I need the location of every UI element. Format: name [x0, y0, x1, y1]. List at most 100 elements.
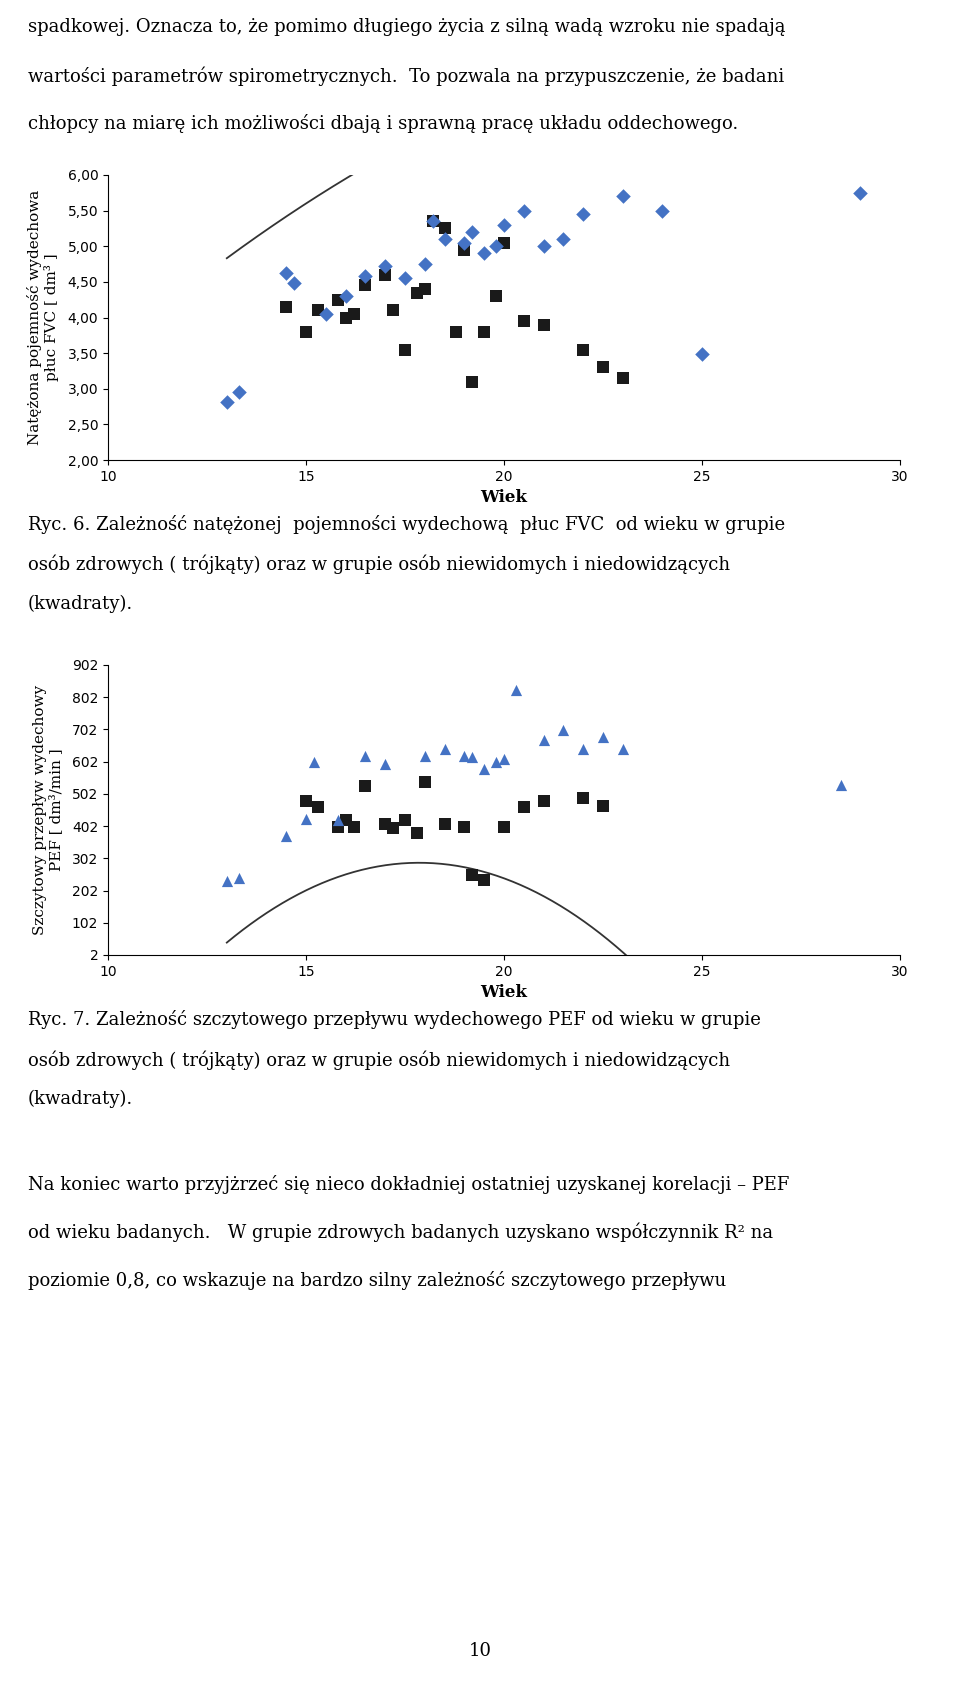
- Point: [449, 318, 465, 345]
- Point: [496, 814, 512, 841]
- Point: [358, 272, 373, 299]
- Point: [576, 784, 591, 811]
- Point: [278, 822, 294, 849]
- Point: [465, 219, 480, 246]
- Point: [409, 279, 424, 306]
- Text: od wieku badanych.   W grupie zdrowych badanych uzyskano współczynnik R² na: od wieku badanych. W grupie zdrowych bad…: [28, 1223, 773, 1243]
- Point: [496, 229, 512, 256]
- Text: (kwadraty).: (kwadraty).: [28, 1090, 133, 1108]
- Point: [457, 237, 472, 264]
- Point: [338, 283, 353, 309]
- Point: [595, 353, 611, 380]
- Point: [556, 225, 571, 252]
- Point: [377, 252, 393, 279]
- Point: [489, 283, 504, 309]
- Point: [310, 298, 325, 325]
- Text: wartości parametrów spirometrycznych.  To pozwala na przypuszczenie, że badani: wartości parametrów spirometrycznych. To…: [28, 66, 784, 86]
- Point: [516, 794, 532, 821]
- Point: [397, 336, 413, 363]
- Point: [418, 276, 433, 303]
- Point: [231, 378, 247, 405]
- Point: [425, 209, 441, 235]
- Text: poziomie 0,8, co wskazuje na bardzo silny zależność szczytowego przepływu: poziomie 0,8, co wskazuje na bardzo siln…: [28, 1272, 727, 1290]
- Point: [299, 787, 314, 814]
- Text: osób zdrowych ( trójkąty) oraz w grupie osób niewidomych i niedowidzących: osób zdrowych ( trójkąty) oraz w grupie …: [28, 555, 731, 575]
- Point: [330, 807, 346, 834]
- Point: [852, 180, 868, 207]
- Point: [457, 742, 472, 769]
- Point: [576, 336, 591, 363]
- Point: [358, 774, 373, 801]
- Point: [231, 865, 247, 891]
- Point: [833, 772, 849, 799]
- Point: [489, 748, 504, 775]
- Point: [397, 807, 413, 834]
- Point: [397, 264, 413, 291]
- Point: [437, 811, 452, 838]
- Text: spadkowej. Oznacza to, że pomimo długiego życia z silną wadą wzroku nie spadają: spadkowej. Oznacza to, że pomimo długieg…: [28, 19, 785, 35]
- Point: [358, 742, 373, 769]
- Point: [219, 389, 234, 415]
- Point: [437, 215, 452, 242]
- Point: [310, 794, 325, 821]
- Text: (kwadraty).: (kwadraty).: [28, 595, 133, 614]
- Point: [346, 301, 361, 328]
- Point: [536, 311, 551, 338]
- Point: [418, 742, 433, 769]
- Point: [556, 717, 571, 743]
- Point: [409, 819, 424, 846]
- Text: osób zdrowych ( trójkąty) oraz w grupie osób niewidomych i niedowidzących: osób zdrowych ( trójkąty) oraz w grupie …: [28, 1050, 731, 1070]
- Point: [338, 807, 353, 834]
- Point: [694, 340, 709, 367]
- Point: [385, 298, 401, 325]
- Point: [457, 229, 472, 256]
- Point: [508, 676, 523, 703]
- Point: [346, 814, 361, 841]
- Point: [299, 806, 314, 833]
- Y-axis label: Natężona pojemność wydechowa
płuc FVC [ dm³ ]: Natężona pojemność wydechowa płuc FVC [ …: [27, 190, 60, 446]
- Point: [476, 318, 492, 345]
- Point: [516, 197, 532, 224]
- Point: [536, 232, 551, 259]
- Point: [457, 814, 472, 841]
- Point: [330, 286, 346, 313]
- Point: [385, 814, 401, 841]
- Text: Na koniec warto przyjżrzeć się nieco dokładniej ostatniej uzyskanej korelacji – : Na koniec warto przyjżrzeć się nieco dok…: [28, 1176, 789, 1194]
- Point: [655, 197, 670, 224]
- Text: 10: 10: [468, 1642, 492, 1660]
- Point: [536, 727, 551, 754]
- Point: [425, 209, 441, 235]
- Point: [358, 262, 373, 289]
- Point: [465, 861, 480, 888]
- Point: [496, 745, 512, 772]
- Point: [278, 293, 294, 320]
- Point: [496, 212, 512, 239]
- Point: [306, 748, 322, 775]
- Point: [437, 225, 452, 252]
- Point: [318, 301, 333, 328]
- Point: [418, 769, 433, 796]
- Point: [489, 232, 504, 259]
- Text: Ryc. 7. Zależność szczytowego przepływu wydechowego PEF od wieku w grupie: Ryc. 7. Zależność szczytowego przepływu …: [28, 1009, 761, 1029]
- Point: [465, 743, 480, 770]
- X-axis label: Wiek: Wiek: [481, 984, 527, 1001]
- Point: [476, 755, 492, 782]
- Point: [377, 750, 393, 777]
- Point: [536, 787, 551, 814]
- Text: Ryc. 6. Zależność natężonej  pojemności wydechową  płuc FVC  od wieku w grupie: Ryc. 6. Zależność natężonej pojemności w…: [28, 515, 785, 533]
- Point: [299, 318, 314, 345]
- X-axis label: Wiek: Wiek: [481, 489, 527, 506]
- Point: [595, 723, 611, 750]
- Point: [338, 304, 353, 331]
- Point: [576, 737, 591, 764]
- Point: [377, 261, 393, 288]
- Point: [576, 200, 591, 227]
- Point: [278, 261, 294, 288]
- Text: chłopcy na miarę ich możliwości dbają i sprawną pracę układu oddechowego.: chłopcy na miarę ich możliwości dbają i …: [28, 114, 738, 133]
- Point: [418, 251, 433, 278]
- Point: [615, 737, 631, 764]
- Point: [516, 308, 532, 335]
- Point: [476, 866, 492, 893]
- Point: [377, 811, 393, 838]
- Point: [615, 183, 631, 210]
